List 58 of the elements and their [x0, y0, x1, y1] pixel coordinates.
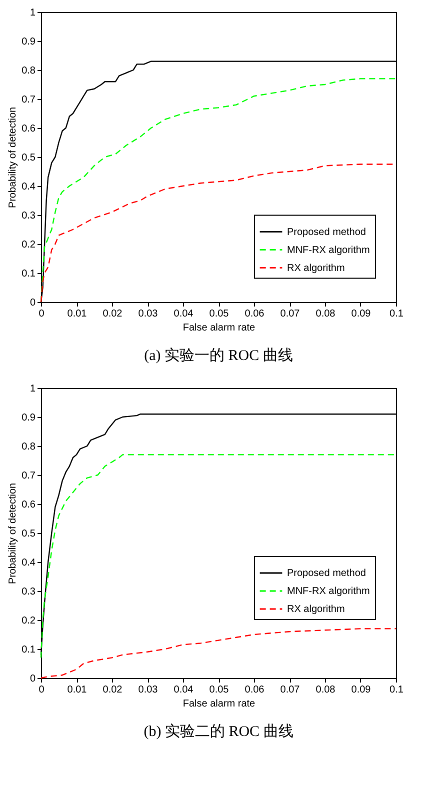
- x-tick-label: 0.1: [390, 308, 404, 320]
- y-tick-label: 0.1: [22, 644, 36, 656]
- x-tick-label: 0.05: [209, 308, 230, 320]
- legend-label: RX algorithm: [287, 262, 345, 274]
- legend-label: Proposed method: [287, 226, 366, 238]
- y-tick-label: 0.5: [22, 528, 36, 540]
- text: (b) 实验二的 ROC 曲线: [144, 723, 294, 740]
- y-tick-label: 0.6: [22, 500, 36, 510]
- x-tick-label: 0.01: [67, 308, 88, 320]
- y-tick-label: 0.6: [22, 124, 36, 134]
- x-axis-title: False alarm rate: [182, 698, 256, 710]
- y-tick-label: 0.7: [22, 470, 36, 482]
- x-tick-label: 0.03: [138, 308, 158, 320]
- y-tick-label: 0: [30, 674, 36, 684]
- x-axis-title: False alarm rate: [182, 322, 256, 334]
- x-tick-label: 0.01: [67, 684, 88, 696]
- x-tick-label: 0.03: [138, 684, 158, 696]
- x-tick-label: 0.08: [316, 308, 336, 320]
- y-tick-label: 0.4: [22, 558, 36, 568]
- y-tick-label: 1: [30, 384, 36, 394]
- y-tick-label: 0.4: [22, 182, 36, 192]
- y-axis-title: Probability of detection: [8, 482, 19, 584]
- legend-label: RX algorithm: [287, 604, 345, 615]
- x-tick-label: 0.07: [280, 684, 300, 696]
- text: (a) 实验一的 ROC 曲线: [144, 347, 293, 364]
- legend-label: MNF-RX algorithm: [287, 244, 370, 256]
- y-tick-label: 0.1: [22, 268, 36, 280]
- x-tick-label: 0.07: [280, 308, 300, 320]
- x-tick-label: 0: [38, 308, 45, 320]
- y-tick-label: 0.2: [22, 616, 36, 626]
- x-tick-label: 0.05: [209, 684, 230, 696]
- x-tick-label: 0.08: [316, 684, 336, 696]
- x-tick-label: 0.09: [351, 308, 372, 320]
- legend-label: Proposed method: [287, 568, 366, 579]
- y-tick-label: 0: [30, 298, 36, 308]
- x-tick-label: 0: [38, 684, 45, 696]
- y-tick-label: 0.3: [22, 586, 36, 598]
- y-tick-label: 0.2: [22, 240, 36, 250]
- x-tick-label: 0.1: [390, 684, 404, 696]
- y-tick-label: 0.9: [22, 412, 36, 424]
- y-tick-label: 0.9: [22, 36, 36, 48]
- y-tick-label: 0.3: [22, 210, 36, 222]
- line-series: [40, 628, 397, 679]
- y-tick-label: 1: [30, 8, 36, 18]
- x-tick-label: 0.09: [351, 684, 372, 696]
- x-tick-label: 0.04: [174, 308, 194, 320]
- x-tick-label: 0.02: [102, 684, 123, 696]
- x-tick-label: 0.06: [244, 308, 265, 320]
- y-axis-title: Probability of detection: [8, 106, 19, 208]
- y-tick-label: 0.5: [22, 152, 36, 164]
- y-tick-label: 0.7: [22, 94, 36, 106]
- y-tick-label: 0.8: [22, 66, 36, 76]
- y-tick-label: 0.8: [22, 442, 36, 452]
- line-series: [40, 454, 397, 658]
- legend-label: MNF-RX algorithm: [287, 586, 370, 597]
- x-tick-label: 0.02: [102, 308, 123, 320]
- x-tick-label: 0.04: [174, 684, 194, 696]
- x-tick-label: 0.06: [244, 684, 265, 696]
